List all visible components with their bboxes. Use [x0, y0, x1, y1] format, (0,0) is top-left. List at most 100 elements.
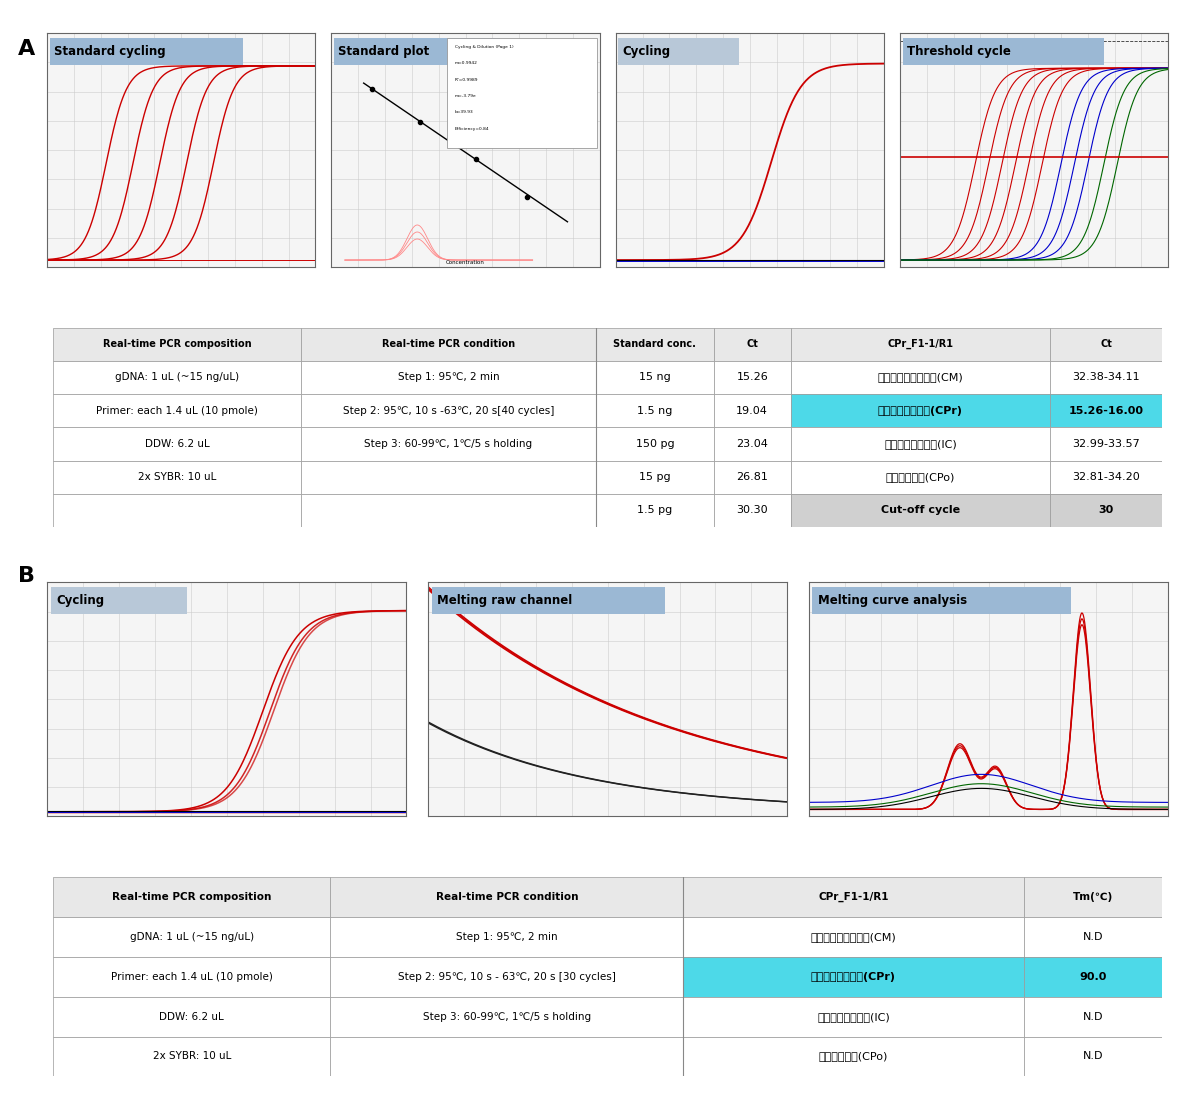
Bar	[330, 877, 683, 917]
Bar	[791, 394, 1050, 427]
Text: N.D: N.D	[1083, 932, 1103, 942]
Text: Cut-off cycle: Cut-off cycle	[880, 506, 961, 516]
Text: 30: 30	[1099, 506, 1114, 516]
Bar	[791, 361, 1050, 394]
Bar	[714, 427, 791, 460]
Bar	[683, 997, 1024, 1037]
Text: Ct: Ct	[1100, 339, 1113, 349]
Text: 매미눈꽃동충하초(IC): 매미눈꽃동충하초(IC)	[817, 1011, 890, 1021]
Bar	[683, 917, 1024, 957]
Text: 90.0: 90.0	[1080, 972, 1107, 981]
Text: Real-time PCR composition: Real-time PCR composition	[103, 339, 251, 349]
Text: N.D: N.D	[1083, 1011, 1103, 1021]
Bar	[53, 1037, 330, 1076]
Text: 32.99-33.57: 32.99-33.57	[1073, 439, 1140, 449]
Text: Efficiency=0.84: Efficiency=0.84	[454, 127, 490, 130]
Bar	[301, 460, 596, 493]
Bar	[791, 460, 1050, 493]
Bar	[330, 1037, 683, 1076]
Text: Step 1: 95℃, 2 min: Step 1: 95℃, 2 min	[455, 932, 558, 942]
Text: 15 ng: 15 ng	[640, 372, 670, 382]
Bar	[301, 427, 596, 460]
Text: Cycling: Cycling	[57, 594, 104, 607]
Bar	[1024, 917, 1162, 957]
Text: m=-3.79e: m=-3.79e	[454, 94, 477, 98]
Text: 1.5 pg: 1.5 pg	[637, 506, 673, 516]
Bar	[301, 328, 596, 361]
Text: CPr_F1-1/R1: CPr_F1-1/R1	[818, 892, 889, 902]
Bar	[330, 997, 683, 1037]
FancyBboxPatch shape	[334, 38, 500, 65]
Bar	[1050, 394, 1162, 427]
Text: Step 3: 60-99℃, 1℃/5 s holding: Step 3: 60-99℃, 1℃/5 s holding	[365, 439, 532, 449]
Text: DDW: 6.2 uL: DDW: 6.2 uL	[159, 1011, 224, 1021]
Text: gDNA: 1 uL (~15 ng/uL): gDNA: 1 uL (~15 ng/uL)	[114, 372, 240, 382]
Bar	[1050, 493, 1162, 527]
Text: Step 2: 95℃, 10 s -63℃, 20 s[40 cycles]: Step 2: 95℃, 10 s -63℃, 20 s[40 cycles]	[342, 405, 555, 416]
FancyBboxPatch shape	[903, 38, 1103, 65]
FancyBboxPatch shape	[51, 587, 188, 614]
Bar	[596, 460, 714, 493]
Text: A: A	[18, 39, 35, 59]
Text: 눈꽃동충하초(CPo): 눈꽃동충하초(CPo)	[886, 473, 955, 482]
Bar	[683, 877, 1024, 917]
Bar	[1024, 877, 1162, 917]
FancyBboxPatch shape	[618, 38, 739, 65]
Text: Real-time PCR condition: Real-time PCR condition	[435, 892, 578, 902]
Text: 150 pg: 150 pg	[636, 439, 674, 449]
Text: 15 pg: 15 pg	[640, 473, 670, 482]
Text: m=0.9942: m=0.9942	[454, 61, 478, 65]
Bar	[53, 493, 301, 527]
Bar	[301, 394, 596, 427]
Bar	[53, 997, 330, 1037]
Bar	[1024, 1037, 1162, 1076]
Text: Real-time PCR composition: Real-time PCR composition	[112, 892, 271, 902]
Bar	[53, 427, 301, 460]
Bar	[330, 917, 683, 957]
Bar	[53, 957, 330, 997]
Text: 19.04: 19.04	[736, 405, 768, 416]
Text: 32.81-34.20: 32.81-34.20	[1073, 473, 1140, 482]
Bar	[596, 493, 714, 527]
Bar	[714, 460, 791, 493]
Bar	[683, 1037, 1024, 1076]
FancyBboxPatch shape	[813, 587, 1071, 614]
Text: Primer: each 1.4 uL (10 pmole): Primer: each 1.4 uL (10 pmole)	[111, 972, 273, 981]
Text: Concentration: Concentration	[446, 259, 485, 265]
Bar	[1050, 328, 1162, 361]
Text: Standard plot: Standard plot	[339, 45, 430, 57]
Text: 밀리타리스동충하초(CM): 밀리타리스동충하초(CM)	[878, 372, 963, 382]
Text: Ct: Ct	[746, 339, 759, 349]
Text: Melting curve analysis: Melting curve analysis	[818, 594, 968, 607]
Text: 15.26-16.00: 15.26-16.00	[1069, 405, 1143, 416]
Text: Tm(℃): Tm(℃)	[1073, 892, 1113, 902]
Bar	[301, 361, 596, 394]
FancyBboxPatch shape	[50, 38, 243, 65]
Bar	[1050, 361, 1162, 394]
Text: Cycling: Cycling	[623, 45, 670, 57]
Bar	[1050, 460, 1162, 493]
Bar	[714, 328, 791, 361]
Text: 23.04: 23.04	[736, 439, 768, 449]
Bar	[1050, 427, 1162, 460]
Bar	[596, 328, 714, 361]
Text: 붉은자루동충하초(CPr): 붉은자루동충하초(CPr)	[878, 405, 963, 416]
Text: 26.81: 26.81	[736, 473, 768, 482]
Bar	[53, 361, 301, 394]
Text: Step 3: 60-99℃, 1℃/5 s holding: Step 3: 60-99℃, 1℃/5 s holding	[422, 1011, 591, 1021]
Bar	[53, 328, 301, 361]
Bar	[53, 460, 301, 493]
Bar	[53, 877, 330, 917]
Bar	[791, 427, 1050, 460]
Bar	[330, 957, 683, 997]
Text: N.D: N.D	[1083, 1051, 1103, 1061]
Text: Step 2: 95℃, 10 s - 63℃, 20 s [30 cycles]: Step 2: 95℃, 10 s - 63℃, 20 s [30 cycles…	[398, 972, 616, 981]
Text: 2x SYBR: 10 uL: 2x SYBR: 10 uL	[138, 473, 216, 482]
Bar	[1024, 997, 1162, 1037]
Text: R²=0.9989: R²=0.9989	[454, 77, 478, 82]
Bar	[791, 328, 1050, 361]
Text: 매미눈꽃동충하초(IC): 매미눈꽃동충하초(IC)	[884, 439, 957, 449]
Text: 30.30: 30.30	[736, 506, 768, 516]
Text: Melting raw channel: Melting raw channel	[437, 594, 572, 607]
Text: Cycling & Dilution (Page 1): Cycling & Dilution (Page 1)	[454, 45, 513, 49]
